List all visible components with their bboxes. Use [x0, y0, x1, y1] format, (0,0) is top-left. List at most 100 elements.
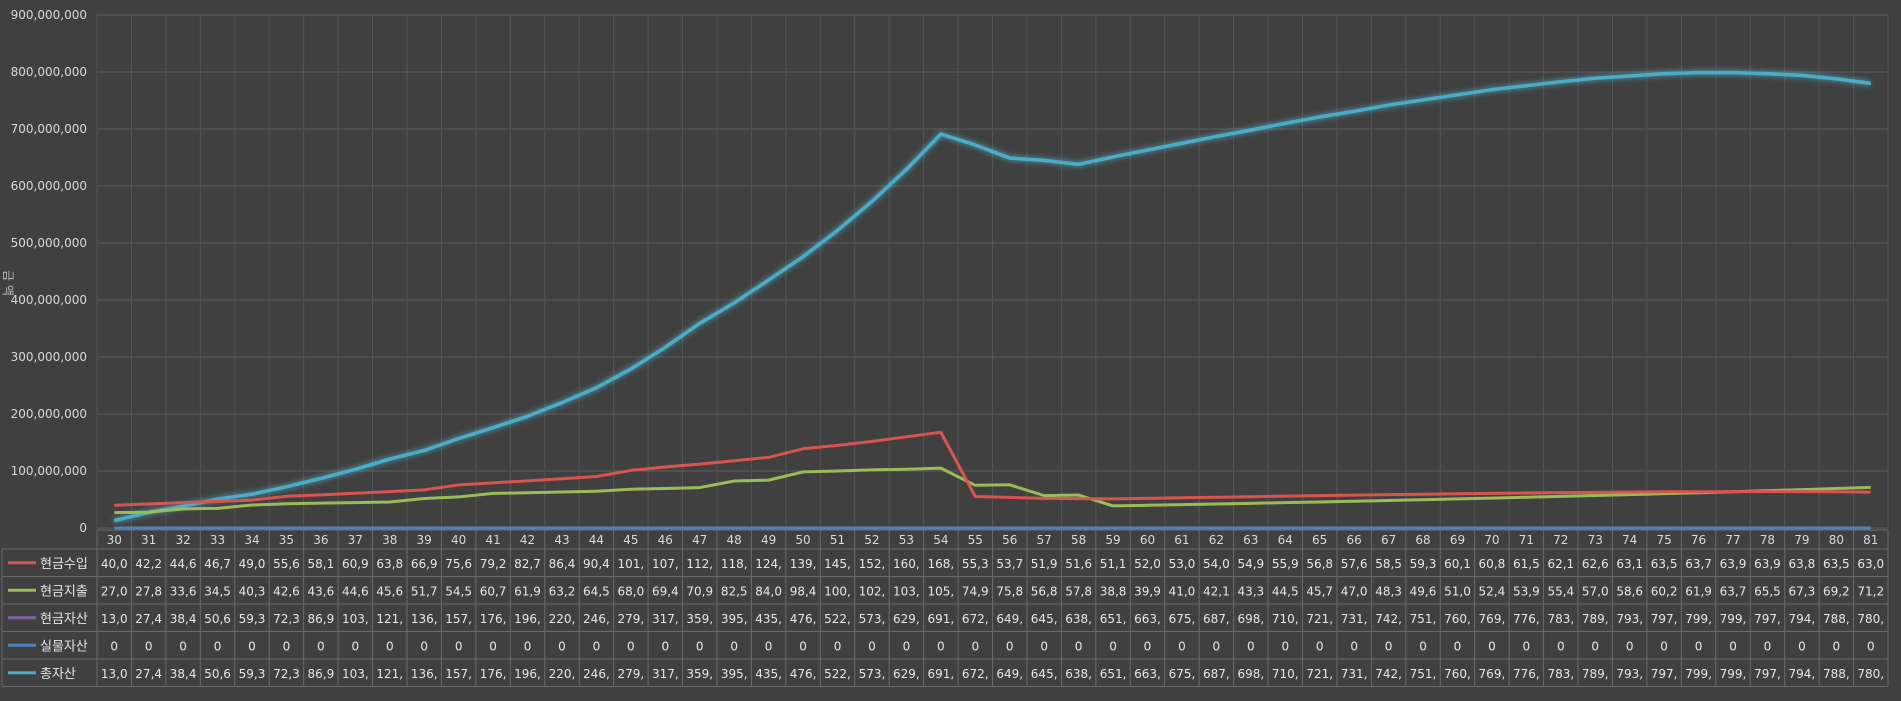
- x-tick-label: 40: [451, 533, 466, 547]
- data-label: 176,: [480, 612, 507, 626]
- data-label: 395,: [721, 612, 748, 626]
- data-label: 0: [420, 639, 428, 653]
- data-label: 72,3: [273, 612, 300, 626]
- data-label: 0: [1626, 639, 1634, 653]
- data-label: 0: [145, 639, 153, 653]
- data-label: 797,: [1651, 667, 1678, 681]
- data-label: 0: [283, 639, 291, 653]
- x-tick-label: 58: [1071, 533, 1086, 547]
- data-label: 44,6: [342, 584, 369, 598]
- data-label: 121,: [376, 612, 403, 626]
- data-label: 359,: [686, 612, 713, 626]
- data-label: 63,7: [1720, 584, 1747, 598]
- data-label: 38,4: [170, 667, 197, 681]
- data-label: 40,3: [239, 584, 266, 598]
- data-label: 45,7: [1306, 584, 1333, 598]
- data-label: 794,: [1789, 612, 1816, 626]
- x-tick-label: 56: [1002, 533, 1017, 547]
- data-label: 435,: [755, 612, 782, 626]
- data-label: 742,: [1375, 667, 1402, 681]
- x-tick-label: 30: [107, 533, 122, 547]
- data-label: 0: [214, 639, 222, 653]
- data-label: 42,1: [1203, 584, 1230, 598]
- x-tick-label: 61: [1174, 533, 1189, 547]
- data-label: 0: [1281, 639, 1289, 653]
- data-label: 63,5: [1823, 557, 1850, 571]
- data-label: 687,: [1203, 667, 1230, 681]
- data-label: 0: [317, 639, 325, 653]
- data-label: 783,: [1547, 612, 1574, 626]
- data-label: 86,9: [308, 667, 335, 681]
- data-label: 75,8: [996, 584, 1023, 598]
- data-label: 788,: [1823, 612, 1850, 626]
- data-label: 317,: [652, 667, 679, 681]
- x-tick-label: 71: [1519, 533, 1534, 547]
- data-label: 61,5: [1513, 557, 1540, 571]
- data-label: 0: [1833, 639, 1841, 653]
- data-label: 0: [1109, 639, 1117, 653]
- data-label: 168,: [927, 557, 954, 571]
- data-label: 103,: [342, 612, 369, 626]
- data-label: 0: [1764, 639, 1772, 653]
- data-label: 48,3: [1375, 584, 1402, 598]
- data-table: 30 31 32 33 34 35 36 37 38 39 40 41 42 43 44 45 46 47 48 49…: [1, 529, 1889, 687]
- data-label: 52,0: [1134, 557, 1161, 571]
- data-label: 649,: [996, 667, 1023, 681]
- data-label: 0: [1316, 639, 1324, 653]
- data-label: 783,: [1547, 667, 1574, 681]
- data-label: 698,: [1237, 667, 1264, 681]
- data-label: 112,: [686, 557, 713, 571]
- data-label: 56,8: [1306, 557, 1333, 571]
- data-label: 797,: [1754, 612, 1781, 626]
- data-label: 731,: [1341, 612, 1368, 626]
- data-label: 645,: [1031, 667, 1058, 681]
- data-label: 776,: [1513, 667, 1540, 681]
- data-label: 86,9: [308, 612, 335, 626]
- data-label: 63,2: [549, 584, 576, 598]
- data-label: 176,: [480, 667, 507, 681]
- data-label: 54,0: [1203, 557, 1230, 571]
- data-label: 33,6: [170, 584, 197, 598]
- data-label: 0: [834, 639, 842, 653]
- data-label: 69,4: [652, 584, 679, 598]
- data-label: 102,: [859, 584, 886, 598]
- data-label: 751,: [1410, 612, 1437, 626]
- data-label: 103,: [342, 667, 369, 681]
- data-label: 157,: [445, 667, 472, 681]
- x-tick-label: 60: [1140, 533, 1155, 547]
- data-label: 629,: [893, 612, 920, 626]
- data-label: 797,: [1754, 667, 1781, 681]
- data-label: 27,4: [135, 667, 162, 681]
- data-label: 84,0: [755, 584, 782, 598]
- data-label: 721,: [1306, 612, 1333, 626]
- data-label: 56,8: [1031, 584, 1058, 598]
- data-label: 50,6: [204, 612, 231, 626]
- y-axis-label: 금 액: [1, 270, 15, 296]
- data-label: 0: [1040, 639, 1048, 653]
- data-label: 100,: [824, 584, 851, 598]
- data-label: 0: [1247, 639, 1255, 653]
- data-label: 780,: [1857, 612, 1884, 626]
- data-label: 794,: [1789, 667, 1816, 681]
- data-label: 58,1: [308, 557, 335, 571]
- x-tick-label: 59: [1105, 533, 1120, 547]
- data-label: 793,: [1616, 612, 1643, 626]
- data-label: 0: [558, 639, 566, 653]
- data-label: 0: [593, 639, 601, 653]
- data-label: 710,: [1272, 667, 1299, 681]
- data-label: 0: [1419, 639, 1427, 653]
- data-label: 0: [903, 639, 911, 653]
- x-tick-label: 41: [485, 533, 500, 547]
- data-label: 0: [765, 639, 773, 653]
- data-label: 51,6: [1065, 557, 1092, 571]
- y-tick-label: 400,000,000: [11, 293, 87, 307]
- data-label: 63,7: [1685, 557, 1712, 571]
- data-label: 797,: [1651, 612, 1678, 626]
- x-tick-label: 42: [520, 533, 535, 547]
- data-label: 789,: [1582, 667, 1609, 681]
- data-label: 136,: [411, 612, 438, 626]
- y-axis: 0 100,000,000 200,000,000 300,000,000 400,00…: [11, 8, 87, 535]
- data-label: 75,6: [445, 557, 472, 571]
- data-label: 638,: [1065, 612, 1092, 626]
- data-label: 0: [799, 639, 807, 653]
